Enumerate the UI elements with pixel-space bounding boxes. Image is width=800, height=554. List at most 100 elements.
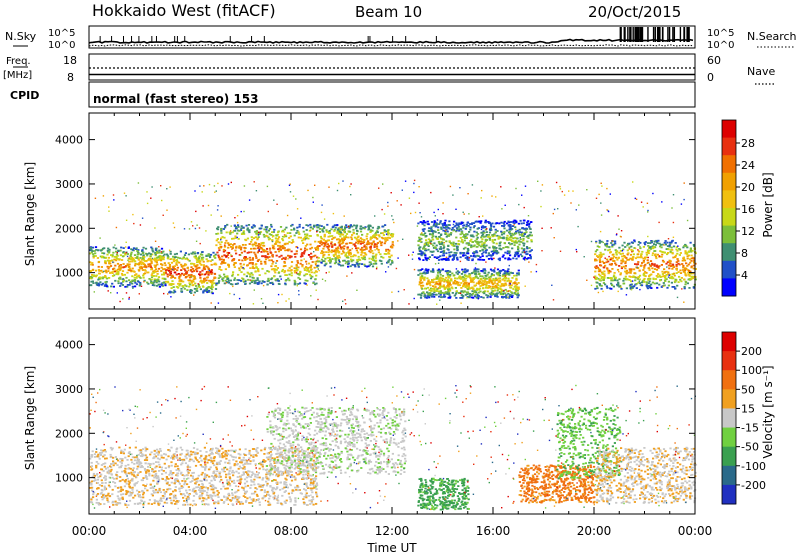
echo-cell — [552, 299, 555, 301]
echo-cell — [428, 293, 431, 295]
echo-cell — [491, 269, 494, 272]
echo-cell — [552, 212, 554, 215]
echo-cell — [303, 258, 305, 260]
echo-cell — [370, 242, 373, 245]
echo-cell — [421, 277, 424, 280]
echo-cell — [517, 247, 520, 249]
echo-cell — [605, 245, 608, 247]
echo-cell — [627, 243, 630, 246]
echo-cell — [467, 275, 470, 277]
echo-cell — [527, 223, 530, 226]
echo-cell — [669, 276, 672, 279]
echo-cell — [357, 235, 360, 238]
echo-cell — [663, 271, 666, 274]
echo-cell — [257, 234, 260, 236]
echo-cell — [676, 296, 679, 299]
echo-cell — [370, 229, 373, 232]
echo-cell — [142, 254, 145, 257]
echo-cell — [507, 292, 510, 295]
echo-cell — [288, 496, 291, 499]
echo-cell — [390, 254, 393, 257]
echo-cell — [244, 448, 247, 451]
echo-cell — [150, 493, 153, 496]
echo-cell — [140, 465, 143, 467]
echo-cell — [320, 225, 323, 227]
echo-cell — [347, 265, 350, 268]
echo-cell — [653, 243, 656, 245]
echo-cell — [422, 272, 425, 275]
echo-cell — [122, 266, 125, 269]
ytick-label: 2000 — [55, 222, 83, 235]
echo-cell — [484, 251, 488, 254]
echo-cell — [287, 258, 289, 260]
echo-cell — [211, 259, 214, 261]
echo-cell — [328, 271, 330, 273]
echo-cell — [463, 283, 466, 286]
echo-cell — [316, 234, 319, 236]
echo-cell — [100, 269, 103, 272]
echo-cell — [625, 287, 628, 290]
echo-cell — [630, 288, 633, 291]
echo-cell — [464, 228, 467, 230]
echo-cell — [286, 232, 289, 234]
echo-cell — [238, 269, 241, 272]
echo-cell — [141, 249, 144, 251]
echo-cell — [289, 235, 292, 238]
echo-cell — [241, 259, 244, 262]
echo-cell — [514, 289, 517, 292]
echo-cell — [467, 259, 470, 261]
echo-cell — [401, 189, 403, 191]
echo-cell — [615, 256, 618, 259]
echo-cell — [690, 250, 693, 253]
echo-cell — [205, 279, 208, 282]
echo-cell — [503, 272, 506, 275]
echo-cell — [470, 287, 474, 289]
echo-cell — [528, 227, 532, 230]
echo-cell — [387, 201, 389, 204]
echo-cell — [530, 231, 532, 234]
echo-cell — [656, 276, 659, 278]
echo-cell — [600, 182, 602, 184]
echo-cell — [299, 271, 302, 273]
echo-cell — [653, 246, 656, 249]
echo-cell — [256, 495, 259, 497]
echo-cell — [201, 256, 204, 259]
echo-cell — [684, 252, 687, 255]
echo-cell — [110, 254, 113, 256]
echo-cell — [185, 276, 188, 278]
echo-cell — [167, 293, 169, 295]
echo-cell — [344, 225, 346, 228]
echo-cell — [624, 267, 627, 270]
echo-cell — [243, 257, 246, 259]
echo-cell — [609, 270, 612, 273]
echo-cell — [505, 295, 508, 298]
echo-cell — [438, 278, 441, 281]
echo-cell — [214, 288, 218, 290]
echo-cell — [250, 479, 253, 482]
echo-cell — [249, 279, 251, 281]
echo-cell — [112, 246, 115, 249]
echo-cell — [320, 241, 323, 244]
echo-cell — [136, 262, 138, 265]
echo-cell — [473, 289, 476, 292]
echo-cell — [467, 249, 470, 252]
echo-cell — [173, 253, 177, 256]
echo-cell — [667, 271, 670, 274]
echo-cell — [670, 246, 673, 249]
echo-cell — [497, 237, 500, 240]
echo-cell — [433, 230, 436, 233]
echo-cell — [668, 241, 672, 244]
echo-cell — [369, 246, 372, 249]
echo-cell — [453, 274, 456, 277]
echo-cell — [336, 256, 339, 259]
echo-cell — [447, 288, 450, 291]
echo-cell — [275, 234, 278, 237]
echo-cell — [438, 271, 441, 273]
echo-cell — [692, 244, 695, 246]
echo-cell — [227, 264, 230, 267]
echo-cell — [349, 251, 352, 254]
echo-cell — [643, 271, 646, 274]
echo-cell — [320, 258, 324, 261]
echo-cell — [163, 262, 166, 264]
echo-cell — [475, 245, 478, 248]
